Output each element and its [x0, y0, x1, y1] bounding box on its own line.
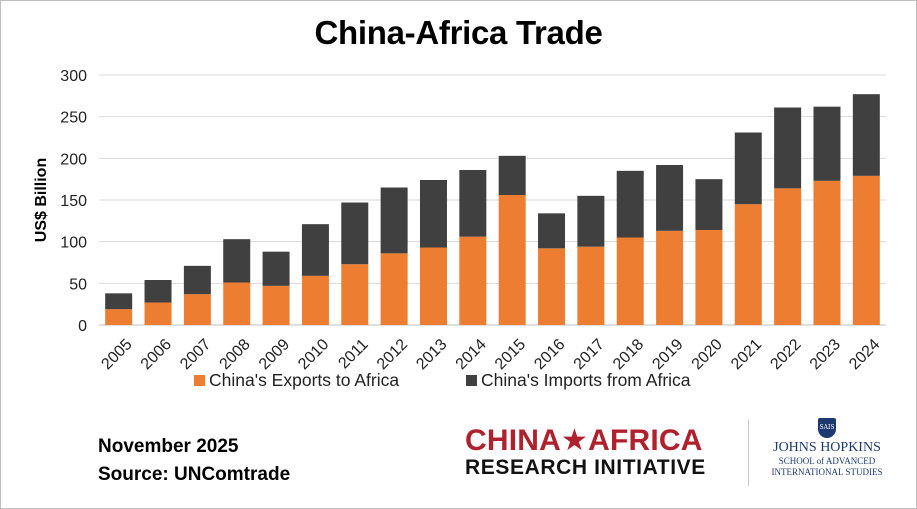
bar-exports	[774, 188, 802, 325]
legend-label: China's Exports to Africa	[209, 370, 399, 390]
footer-source: Source: UNComtrade	[98, 464, 291, 485]
x-tick-label: 2013	[413, 336, 450, 373]
bar-exports	[301, 275, 329, 325]
johns-hopkins-sais-logo: SAIS JOHNS HOPKINS SCHOOL of ADVANCED IN…	[752, 418, 902, 488]
bar-imports	[262, 251, 290, 286]
bar-exports	[183, 294, 211, 325]
legend-swatch	[194, 375, 205, 386]
bar-exports	[144, 302, 172, 325]
bar-exports	[656, 230, 684, 325]
bar-exports	[577, 246, 605, 325]
bar-exports	[616, 237, 644, 325]
bar-exports	[695, 230, 723, 325]
bar-exports	[498, 195, 526, 325]
y-tick-label: 150	[60, 193, 87, 210]
bar-imports	[577, 195, 605, 247]
x-tick-label: 2019	[649, 336, 686, 373]
legend-swatch	[466, 375, 477, 386]
x-tick-label: 2014	[453, 336, 490, 373]
bar-exports	[459, 236, 487, 325]
bar-imports	[341, 202, 369, 265]
bar-exports	[223, 282, 251, 325]
x-tick-label: 2024	[846, 336, 883, 373]
bar-imports	[774, 107, 802, 189]
x-tick-label: 2011	[335, 336, 371, 372]
bar-imports	[419, 180, 447, 248]
bar-exports	[813, 180, 841, 325]
x-tick-label: 2006	[138, 336, 175, 373]
x-tick-label: 2010	[295, 336, 332, 373]
bar-exports	[341, 264, 369, 325]
sais-shield-icon: SAIS	[818, 418, 836, 438]
x-tick-label: 2016	[531, 336, 568, 373]
y-tick-label: 50	[69, 276, 87, 293]
y-tick-label: 200	[60, 151, 87, 168]
bar-imports	[695, 179, 723, 230]
bar-exports	[380, 253, 408, 325]
bar-imports	[105, 293, 133, 310]
bar-imports	[301, 224, 329, 276]
bar-imports	[734, 132, 762, 205]
x-tick-label: 2008	[217, 336, 254, 373]
jhu-logo-line2: SCHOOL of ADVANCED	[778, 456, 876, 466]
footer-date: November 2025	[98, 436, 239, 457]
y-axis-label: US$ Billion	[33, 158, 50, 242]
bar-imports	[183, 265, 211, 295]
x-tick-label: 2009	[256, 336, 293, 373]
bar-imports	[498, 155, 526, 195]
bar-imports	[656, 165, 684, 231]
y-tick-label: 300	[60, 68, 87, 85]
bar-exports	[419, 247, 447, 325]
bar-exports	[538, 248, 566, 325]
x-tick-label: 2007	[177, 336, 214, 373]
x-tick-label: 2005	[98, 336, 135, 373]
bar-exports	[105, 309, 133, 325]
bar-exports	[852, 175, 880, 325]
bar-exports	[734, 204, 762, 325]
y-tick-label: 0	[78, 318, 87, 335]
bar-imports	[223, 239, 251, 283]
bar-imports	[380, 187, 408, 254]
bar-imports	[144, 280, 172, 303]
jhu-logo-line1: JOHNS HOPKINS	[773, 440, 881, 455]
logo-text-line2: RESEARCH INITIATIVE	[465, 456, 706, 479]
legend-label: China's Imports from Africa	[481, 370, 691, 390]
y-tick-label: 250	[60, 110, 87, 127]
x-tick-label: 2020	[689, 336, 726, 373]
china-africa-research-initiative-logo: CHINA★AFRICA RESEARCH INITIATIVE	[465, 424, 733, 479]
logo-divider	[748, 420, 749, 486]
logo-text-line1: CHINA★AFRICA	[465, 424, 703, 457]
bar-exports	[262, 285, 290, 325]
bar-imports	[813, 106, 841, 181]
x-tick-label: 2021	[728, 336, 765, 373]
x-tick-label: 2012	[374, 336, 411, 373]
bar-imports	[538, 213, 566, 249]
x-tick-label: 2023	[807, 336, 844, 373]
x-tick-label: 2017	[571, 336, 608, 373]
bar-imports	[852, 94, 880, 176]
bar-imports	[459, 170, 487, 237]
x-tick-label: 2018	[610, 336, 647, 373]
jhu-logo-line3: INTERNATIONAL STUDIES	[771, 467, 883, 477]
y-tick-label: 100	[60, 235, 87, 252]
x-tick-label: 2022	[767, 336, 804, 373]
x-tick-label: 2015	[492, 336, 529, 373]
bar-imports	[616, 170, 644, 238]
chart-title: China-Africa Trade	[314, 14, 603, 51]
